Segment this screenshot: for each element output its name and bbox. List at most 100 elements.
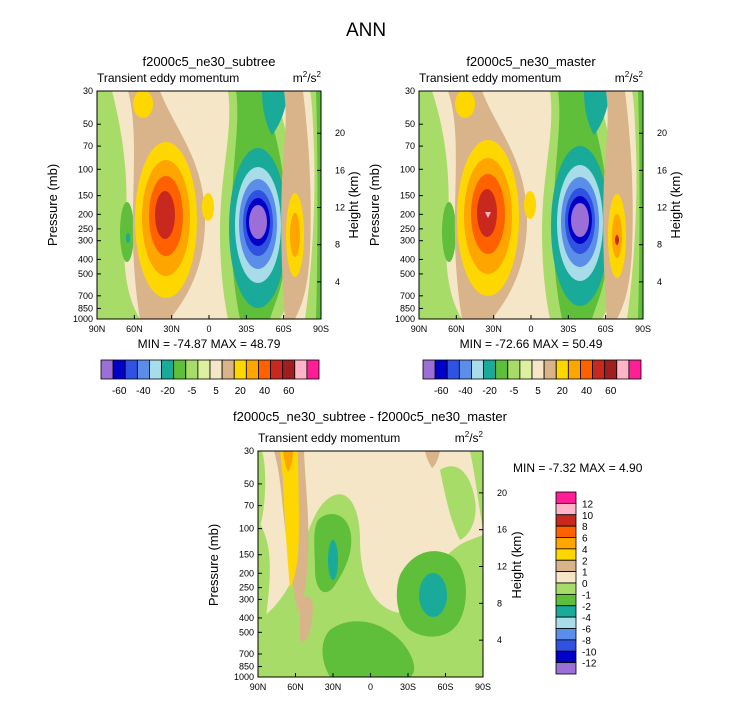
ylabel-right-master: Height (km) xyxy=(668,171,683,238)
contour-nh-positive-max xyxy=(133,91,153,118)
colorbar-label: -1 xyxy=(582,590,591,601)
colorbar-swatch xyxy=(555,662,577,675)
colorbar-label: 10 xyxy=(582,511,594,522)
contour-nh-highlat-core xyxy=(442,202,456,262)
colorbar-label: 5 xyxy=(213,386,219,397)
colorbar-label: -20 xyxy=(482,386,497,397)
contour-equator-bump xyxy=(524,191,536,219)
colorbar-swatch xyxy=(221,359,235,380)
colorbar-swatch xyxy=(628,359,642,380)
panel-master-title: f2000c5_ne30_master xyxy=(466,54,596,69)
x-tick-label: 60N xyxy=(126,324,143,334)
ylabel-subtree: Pressure (mb) xyxy=(45,164,60,246)
x-tick-label: 0 xyxy=(368,682,373,692)
y-tick-label: 1000 xyxy=(234,672,254,682)
colorbar-subtree: -60 -40 -20 -5 5 20 40 60 xyxy=(100,359,320,397)
colorbar-swatch xyxy=(245,359,259,380)
colorbar-label: -12 xyxy=(582,659,597,670)
contour-diff-teal-a xyxy=(328,540,338,580)
colorbar-label: 8 xyxy=(582,522,588,533)
colorbar-label: 20 xyxy=(235,386,247,397)
colorbar-swatch xyxy=(294,359,308,380)
x-tick-label: 90N xyxy=(89,324,106,334)
y-right-tick-label: 16 xyxy=(497,525,507,535)
colorbar-label: -8 xyxy=(582,636,591,647)
panel-master-units: m2/s2 xyxy=(615,70,644,85)
panel-difference-units: m2/s2 xyxy=(455,430,484,445)
ylabel-right-subtree: Height (km) xyxy=(346,171,361,238)
panel-master: f2000c5_ne30_master Transient eddy momen… xyxy=(367,54,683,397)
colorbar-label: 1 xyxy=(582,568,588,579)
colorbar-swatch xyxy=(555,491,577,504)
x-tick-label: 90S xyxy=(475,682,491,692)
colorbar-swatch xyxy=(446,359,460,380)
y-tick-label: 250 xyxy=(239,583,254,593)
contour-nh-highlat xyxy=(97,91,140,319)
panel-subtree-contours xyxy=(97,91,321,319)
y-right-tick-label: 12 xyxy=(657,203,667,213)
colorbar-label: 0 xyxy=(582,579,588,590)
colorbar-swatch xyxy=(543,359,557,380)
y-tick-label: 70 xyxy=(405,141,415,151)
contour-diff-positive-max xyxy=(283,451,293,472)
y-right-tick-label: 8 xyxy=(497,598,502,608)
colorbar-swatch xyxy=(458,359,472,380)
colorbar-swatch xyxy=(555,650,577,664)
colorbar-label: 12 xyxy=(582,499,594,510)
y-tick-label: 150 xyxy=(78,191,93,201)
y-tick-label: 200 xyxy=(239,568,254,578)
contour-equator-bump xyxy=(202,193,214,221)
colorbar-swatch xyxy=(531,359,545,380)
y-tick-label: 250 xyxy=(78,224,93,234)
x-tick-label: 0 xyxy=(206,324,211,334)
colorbar-label: 40 xyxy=(259,386,271,397)
colorbar-swatch xyxy=(233,359,247,380)
panel-difference: f2000c5_ne30_subtree - f2000c5_ne30_mast… xyxy=(206,409,643,692)
x-tick-label: 90S xyxy=(313,324,329,334)
y-right-tick-label: 16 xyxy=(335,165,345,175)
x-tick-label: 60N xyxy=(448,324,465,334)
y-right-tick-label: 8 xyxy=(335,240,340,250)
y-tick-label: 700 xyxy=(400,291,415,301)
colorbar-swatch xyxy=(616,359,630,380)
colorbar-label: -60 xyxy=(434,386,449,397)
contour-sh-pole-core xyxy=(316,91,321,319)
colorbar-label: 2 xyxy=(582,556,588,567)
ylabel-right-difference: Height (km) xyxy=(509,531,524,598)
y-right-tick-label: 20 xyxy=(657,128,667,138)
colorbar-swatch xyxy=(434,359,448,380)
colorbar-swatch xyxy=(555,548,577,561)
contour-sh-negative-min xyxy=(249,205,267,239)
y-tick-label: 100 xyxy=(239,524,254,534)
contour-sh-negative-top xyxy=(262,91,288,135)
contour-nh-highlat-min xyxy=(126,233,130,243)
colorbar-swatch xyxy=(495,359,509,380)
y-tick-label: 700 xyxy=(78,291,93,301)
y-tick-label: 850 xyxy=(400,303,415,313)
colorbar-swatch xyxy=(507,359,521,380)
colorbar-swatch xyxy=(173,359,187,380)
y-tick-label: 300 xyxy=(400,236,415,246)
colorbar-swatch xyxy=(555,502,577,516)
colorbar-swatch xyxy=(555,582,577,595)
y-tick-label: 400 xyxy=(239,613,254,623)
ylabel-difference: Pressure (mb) xyxy=(206,524,221,606)
colorbar-label: 60 xyxy=(605,386,617,397)
colorbar-swatch xyxy=(471,359,484,380)
contour-diff-tan-topright xyxy=(425,451,440,468)
y-tick-label: 500 xyxy=(78,269,93,279)
y-right-tick-label: 12 xyxy=(335,203,345,213)
minmax-master: MIN = -72.66 MAX = 50.49 xyxy=(460,337,603,351)
contour-sh-highlat-20 xyxy=(290,213,300,257)
contour-diff-sh-upper xyxy=(440,466,476,540)
colorbar-swatch xyxy=(555,616,577,629)
x-tick-label: 60S xyxy=(276,324,292,334)
colorbar-swatch xyxy=(306,359,320,380)
contour-sh-pole-core xyxy=(638,91,643,319)
panel-master-contours xyxy=(419,91,643,319)
colorbar-label: 20 xyxy=(557,386,569,397)
contour-diff-lowlevel xyxy=(322,621,415,677)
